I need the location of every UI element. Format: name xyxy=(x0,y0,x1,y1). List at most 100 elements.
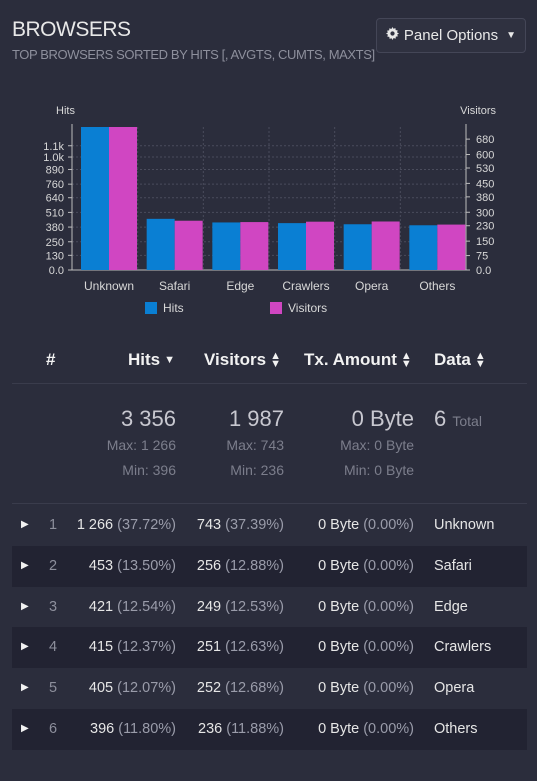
gear-icon xyxy=(385,27,399,44)
y-right-tick-label: 600 xyxy=(476,150,494,162)
row-data: Unknown xyxy=(434,517,495,533)
y-left-tick-label: 0.0 xyxy=(49,265,64,277)
panel-header: BROWSERS TOP BROWSERS SORTED BY HITS [, … xyxy=(12,18,375,62)
y-left-tick-label: 130 xyxy=(46,250,64,262)
bar-hits-unknown xyxy=(81,127,109,270)
table-header: # Hits ▼ Visitors ▲ ▼ Tx. Amount ▲ ▼ Data ▲ ▼ xyxy=(12,342,527,384)
bar-visitors-safari xyxy=(174,220,203,270)
row-index: 3 xyxy=(49,598,58,615)
column-header-visitors[interactable]: Visitors ▲ ▼ xyxy=(204,350,281,370)
hits-max: Max: 1 266 xyxy=(106,437,176,453)
legend-swatch-hits xyxy=(145,302,157,314)
bar-hits-edge xyxy=(212,222,241,270)
x-tick-label: Opera xyxy=(355,279,389,293)
sort-desc-icon: ▼ xyxy=(164,354,176,366)
y-left-tick-label: 250 xyxy=(46,237,64,249)
bar-visitors-crawlers xyxy=(306,221,334,270)
tx-min: Min: 0 Byte xyxy=(343,462,414,478)
row-visitors: 252 (12.68%) xyxy=(196,680,284,697)
row-data: Others xyxy=(434,721,478,737)
legend-label-hits: Hits xyxy=(163,301,184,315)
y-right-tick-label: 75 xyxy=(476,251,488,263)
row-visitors: 743 (37.39%) xyxy=(196,517,284,533)
expand-row-icon[interactable]: ▶ xyxy=(21,559,29,571)
bar-hits-opera xyxy=(343,224,372,270)
caret-down-icon: ▼ xyxy=(506,30,517,41)
tx-max: Max: 0 Byte xyxy=(340,437,414,453)
row-visitors: 251 (12.63%) xyxy=(196,639,284,656)
bar-hits-crawlers xyxy=(278,223,306,270)
hits-total: 3 356 xyxy=(120,406,176,431)
bar-hits-others xyxy=(409,225,438,270)
expand-row-icon[interactable]: ▶ xyxy=(21,723,29,734)
y-right-tick-label: 380 xyxy=(476,192,494,204)
x-tick-label: Safari xyxy=(159,279,190,293)
row-data: Opera xyxy=(434,680,475,697)
bar-hits-safari xyxy=(146,218,175,270)
visitors-max: Max: 743 xyxy=(226,437,284,453)
column-header-hits[interactable]: Hits ▼ xyxy=(128,350,176,369)
panel-subtitle: TOP BROWSERS SORTED BY HITS [, AVGTS, CU… xyxy=(12,47,375,62)
y-right-tick-label: 150 xyxy=(476,236,494,248)
column-header-tx-amount[interactable]: Tx. Amount ▲ ▼ xyxy=(304,350,412,370)
y-left-tick-label: 510 xyxy=(46,207,64,219)
row-hits: 415 (12.37%) xyxy=(88,639,176,656)
y-right-tick-label: 0.0 xyxy=(476,265,491,277)
row-visitors: 256 (12.88%) xyxy=(196,557,284,574)
row-tx-amount: 0 Byte (0.00%) xyxy=(318,721,414,737)
x-tick-label: Crawlers xyxy=(282,279,329,293)
x-tick-label: Others xyxy=(419,279,455,293)
y-left-tick-label: 1.1k xyxy=(43,141,64,153)
hits-min: Min: 396 xyxy=(122,462,176,478)
row-tx-amount: 0 Byte (0.00%) xyxy=(318,557,414,574)
row-tx-amount: 0 Byte (0.00%) xyxy=(318,598,414,615)
row-index: 1 xyxy=(49,517,58,533)
row-visitors: 236 (11.88%) xyxy=(198,721,284,737)
expand-row-icon[interactable]: ▶ xyxy=(21,600,29,612)
row-data: Safari xyxy=(434,557,472,574)
expand-row-icon[interactable]: ▶ xyxy=(21,519,29,530)
bar-visitors-others xyxy=(437,224,466,270)
data-total: 6 Total xyxy=(434,406,482,432)
legend-swatch-visitors xyxy=(270,302,282,314)
column-header-index: # xyxy=(46,350,56,369)
table-row[interactable]: ▶ 1 1 266 (37.72%) 743 (37.39%) 0 Byte (0.00… xyxy=(12,505,527,546)
row-hits: 453 (13.50%) xyxy=(88,557,176,574)
row-tx-amount: 0 Byte (0.00%) xyxy=(318,639,414,656)
tx-total: 0 Byte xyxy=(351,406,414,431)
expand-row-icon[interactable]: ▶ xyxy=(21,682,29,694)
panel-title: BROWSERS xyxy=(12,18,131,41)
row-index: 2 xyxy=(49,557,58,574)
bar-visitors-edge xyxy=(240,222,269,270)
sort-both-icon: ▲ ▼ xyxy=(474,350,486,370)
y-axis-right-title: Visitors xyxy=(460,105,496,117)
row-hits: 396 (11.80%) xyxy=(90,721,176,737)
table-row[interactable]: ▶ 6 396 (11.80%) 236 (11.88%) 0 Byte (0.00%)… xyxy=(12,709,527,750)
x-tick-label: Unknown xyxy=(84,279,134,293)
table-row[interactable]: ▶ 5 405 (12.07%) 252 (12.68%) 0 Byte (0.00%)… xyxy=(12,668,527,709)
column-header-data[interactable]: Data ▲ ▼ xyxy=(434,350,486,370)
table-row[interactable]: ▶ 4 415 (12.37%) 251 (12.63%) 0 Byte (0.00%)… xyxy=(12,627,527,669)
table-row[interactable]: ▶ 3 421 (12.54%) 249 (12.53%) 0 Byte (0.00%)… xyxy=(12,587,527,628)
bar-visitors-unknown xyxy=(109,127,137,270)
bar-visitors-opera xyxy=(371,221,400,270)
panel-options-label: Panel Options xyxy=(403,27,499,44)
table-summary: 3 356 Max: 1 266 Min: 396 1 987 Max: 743… xyxy=(12,384,527,504)
panel-options-button[interactable]: Panel Options ▼ xyxy=(376,18,526,53)
sort-both-icon: ▲ ▼ xyxy=(400,350,412,370)
row-tx-amount: 0 Byte (0.00%) xyxy=(318,517,414,533)
visitors-total: 1 987 xyxy=(228,406,284,431)
row-data: Crawlers xyxy=(434,639,492,656)
row-hits: 405 (12.07%) xyxy=(88,680,176,697)
row-index: 5 xyxy=(49,680,58,697)
row-visitors: 249 (12.53%) xyxy=(196,598,284,615)
row-hits: 1 266 (37.72%) xyxy=(76,517,176,533)
row-hits: 421 (12.54%) xyxy=(88,598,176,615)
table-row[interactable]: ▶ 2 453 (13.50%) 256 (12.88%) 0 Byte (0.00%)… xyxy=(12,545,527,587)
expand-row-icon[interactable]: ▶ xyxy=(21,641,29,653)
y-right-tick-label: 680 xyxy=(476,134,494,146)
y-right-tick-label: 450 xyxy=(476,178,494,190)
y-left-tick-label: 640 xyxy=(46,193,64,205)
y-left-tick-label: 380 xyxy=(46,222,64,234)
